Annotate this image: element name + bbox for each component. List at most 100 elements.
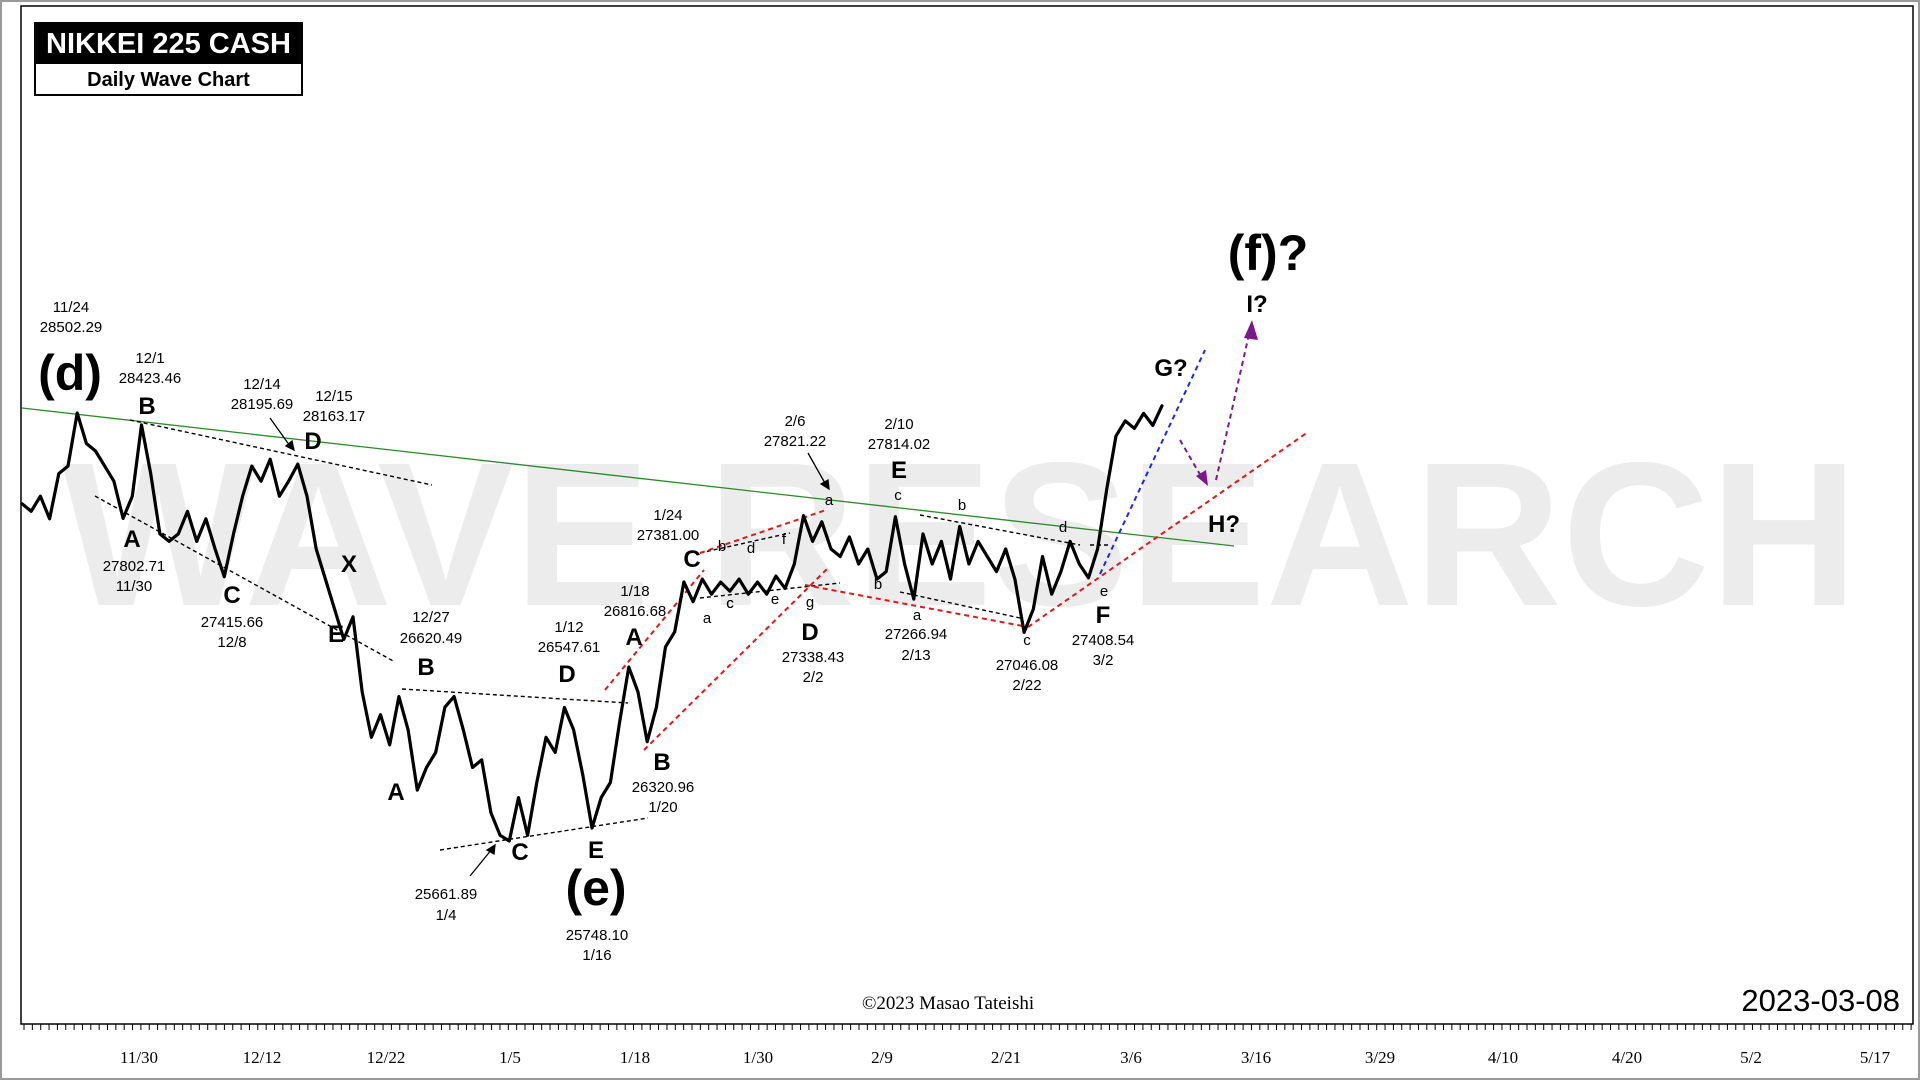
wave-label-A3: A bbox=[625, 624, 642, 651]
wave-label-F: F bbox=[1096, 602, 1111, 629]
annotation-date: 12/8 bbox=[217, 634, 246, 651]
small-label-b2: b bbox=[874, 576, 882, 593]
annotation-date: 1/24 bbox=[653, 507, 682, 524]
wave-label-B2: B bbox=[417, 654, 434, 681]
wave-label-C: C bbox=[223, 582, 240, 609]
x-axis-tick-label: 3/6 bbox=[1120, 1048, 1142, 1067]
small-label-g1: g bbox=[806, 594, 814, 611]
small-label-a3: a bbox=[913, 607, 922, 624]
x-axis-tick-label: 1/5 bbox=[499, 1048, 521, 1067]
small-label-a2: a bbox=[825, 492, 834, 509]
annotation-price: 28502.29 bbox=[40, 319, 103, 336]
wave-label-e-major: (e) bbox=[565, 860, 626, 916]
wave-label-d-major: (d) bbox=[38, 345, 102, 401]
annotation-date: 2/10 bbox=[884, 416, 913, 433]
annotation-price: 27814.02 bbox=[868, 436, 931, 453]
annotation-date: 12/15 bbox=[315, 388, 353, 405]
annotation-date: 1/20 bbox=[648, 799, 677, 816]
annotation-price: 27802.71 bbox=[103, 558, 166, 575]
wave-label-D3: D bbox=[801, 619, 818, 646]
wave-label-G: G? bbox=[1154, 355, 1187, 382]
wave-label-D: D bbox=[304, 428, 321, 455]
trend-line-green bbox=[21, 407, 1235, 547]
watermark: WAVE RESEARCH bbox=[62, 420, 1858, 649]
annotation-date: 12/27 bbox=[412, 609, 450, 626]
x-axis-tick-label: 12/22 bbox=[367, 1048, 406, 1067]
annotation-price: 26620.49 bbox=[400, 630, 463, 647]
annotation-date: 2/22 bbox=[1012, 677, 1041, 694]
annotation-date: 2/6 bbox=[785, 413, 806, 430]
annotation-date: 2/2 bbox=[803, 669, 824, 686]
annotation-price: 27046.08 bbox=[996, 657, 1059, 674]
annotation-price: 27381.00 bbox=[637, 527, 700, 544]
chart-date-stamp: 2023-03-08 bbox=[1741, 983, 1900, 1018]
annotation-date: 1/16 bbox=[582, 947, 611, 964]
wave-label-E3: E bbox=[891, 457, 907, 484]
annotation-price: 25748.10 bbox=[566, 927, 629, 944]
wave-label-f-major: (f)? bbox=[1228, 225, 1309, 281]
x-axis-ticks bbox=[23, 1024, 1912, 1030]
annotation-price: 27338.43 bbox=[782, 649, 845, 666]
wave-label-B: B bbox=[138, 393, 155, 420]
annotation-date: 1/12 bbox=[554, 619, 583, 636]
wave-label-D2: D bbox=[558, 661, 575, 688]
wave-label-A2: A bbox=[387, 779, 404, 806]
x-axis-tick-label: 2/9 bbox=[871, 1048, 893, 1067]
annotation-date: 11/30 bbox=[116, 578, 152, 595]
x-axis-tick-label: 4/20 bbox=[1612, 1048, 1642, 1067]
annotation-price: 28423.46 bbox=[119, 370, 182, 387]
x-axis-tick-label: 11/30 bbox=[120, 1048, 158, 1067]
small-label-a1: a bbox=[703, 610, 712, 627]
wave-label-C2: C bbox=[511, 839, 528, 866]
small-label-e1: e bbox=[771, 591, 779, 608]
wave-label-A: A bbox=[123, 526, 140, 553]
annotation-date: 1/18 bbox=[620, 583, 649, 600]
wave-label-X: X bbox=[341, 551, 357, 578]
annotation-price: 26320.96 bbox=[632, 779, 695, 796]
wave-label-E2: E bbox=[588, 837, 604, 864]
price-line bbox=[20, 404, 1164, 843]
purple-arrowhead-up bbox=[1244, 320, 1258, 340]
x-axis-tick-label: 4/10 bbox=[1488, 1048, 1518, 1067]
annotation-arrows bbox=[269, 417, 830, 877]
x-axis-tick-label: 2/21 bbox=[991, 1048, 1021, 1067]
annotation-date: 12/1 bbox=[135, 350, 164, 367]
wave-label-E: E bbox=[328, 621, 344, 648]
annotation-price: 27408.54 bbox=[1072, 632, 1135, 649]
x-axis-tick-label: 12/12 bbox=[243, 1048, 282, 1067]
small-label-c1b: c bbox=[726, 595, 734, 612]
price-annotations: 11/24 28502.29 12/1 28423.46 12/14 28195… bbox=[40, 299, 1135, 964]
wave-label-I: I? bbox=[1246, 291, 1267, 318]
annotation-price: 27821.22 bbox=[764, 433, 827, 450]
x-axis-tick-label: 1/30 bbox=[743, 1048, 773, 1067]
annotation-date: 12/14 bbox=[243, 376, 281, 393]
small-label-c1: c bbox=[726, 595, 734, 612]
x-axis-labels: 11/30 12/12 12/22 1/5 1/18 1/30 2/9 2/21 3/6 3/16… bbox=[120, 1048, 1891, 1067]
copyright-notice: ©2023 Masao Tateishi bbox=[862, 993, 1035, 1014]
small-label-f1: f bbox=[782, 531, 787, 548]
chart-title-box: NIKKEI 225 CASH Daily Wave Chart bbox=[34, 22, 303, 96]
purple-projection-arrows bbox=[1179, 329, 1251, 481]
small-label-d3: d bbox=[1059, 519, 1067, 536]
annotation-date: 3/2 bbox=[1093, 652, 1114, 669]
x-axis-tick-label: 5/2 bbox=[1740, 1048, 1762, 1067]
annotation-date: 1/4 bbox=[436, 907, 457, 924]
small-label-c3: c bbox=[1023, 632, 1031, 649]
annotation-date: 2/13 bbox=[901, 647, 930, 664]
small-label-d1: d bbox=[747, 540, 755, 557]
annotation-price: 28163.17 bbox=[303, 408, 366, 425]
small-label-b3: b bbox=[958, 497, 966, 514]
x-axis-tick-label: 3/16 bbox=[1241, 1048, 1271, 1067]
x-axis-tick-label: 1/18 bbox=[620, 1048, 650, 1067]
x-axis-tick-label: 3/29 bbox=[1365, 1048, 1395, 1067]
annotation-price: 26547.61 bbox=[538, 639, 601, 656]
annotation-price: 25661.89 bbox=[415, 886, 478, 903]
small-label-b1: b bbox=[718, 538, 726, 555]
chart-title: NIKKEI 225 CASH bbox=[36, 24, 301, 64]
wave-label-H: H? bbox=[1208, 511, 1240, 538]
annotation-price: 27266.94 bbox=[885, 626, 948, 643]
annotation-price: 26816.68 bbox=[604, 603, 667, 620]
x-axis-tick-label: 5/17 bbox=[1860, 1048, 1891, 1067]
